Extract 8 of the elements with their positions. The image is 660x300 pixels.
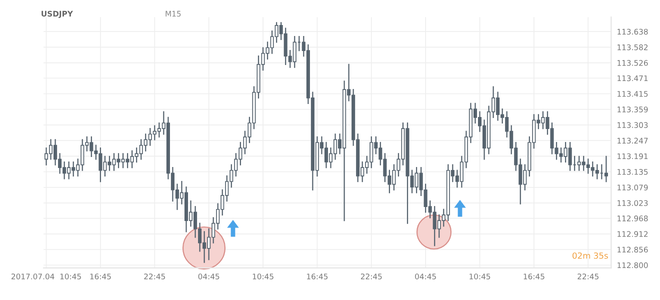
candlestick — [324, 142, 328, 168]
candlestick — [604, 156, 608, 182]
candlestick — [568, 142, 572, 171]
candlestick — [44, 148, 48, 166]
candlestick — [292, 36, 296, 68]
candlestick — [333, 134, 338, 160]
annotation: 02m 35s — [572, 252, 608, 259]
candlestick — [595, 164, 599, 180]
